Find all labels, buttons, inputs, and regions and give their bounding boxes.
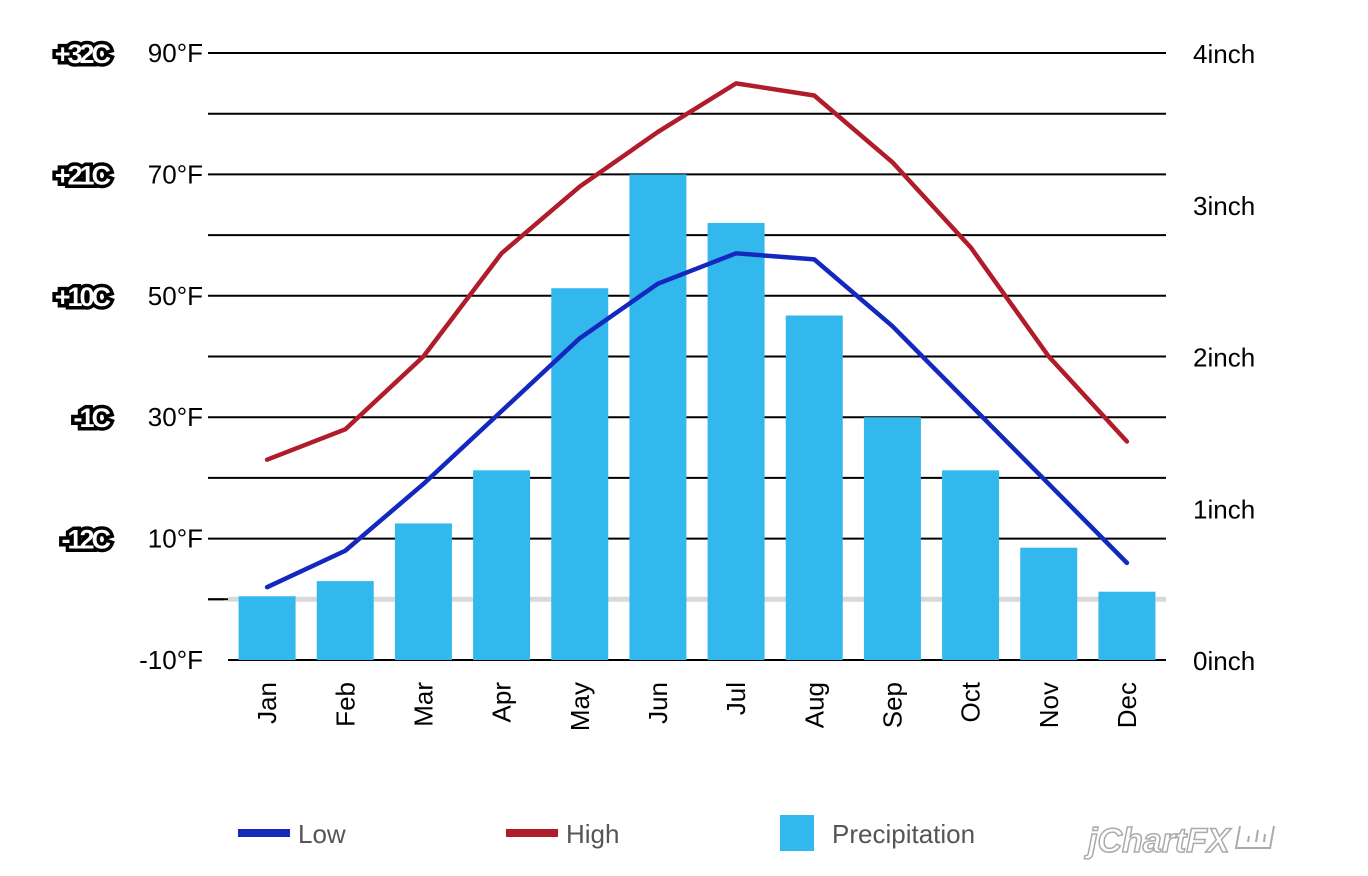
precipitation-bar bbox=[785, 315, 843, 660]
celsius-label: -1C bbox=[73, 403, 110, 433]
legend-high-swatch bbox=[506, 829, 558, 837]
temperature-lines bbox=[264, 81, 1130, 590]
legend-low-swatch bbox=[238, 829, 290, 837]
left-tick-label: -10°F bbox=[139, 645, 203, 675]
right-tick-label: 2inch bbox=[1193, 343, 1255, 373]
legend: Low High Precipitation bbox=[238, 815, 975, 851]
low-line bbox=[264, 251, 1130, 590]
left-tick-label: 10°F bbox=[148, 524, 203, 554]
precipitation-bar bbox=[394, 523, 452, 660]
precipitation-bar bbox=[707, 222, 765, 660]
right-tick-label: 1inch bbox=[1193, 494, 1255, 524]
left-tick-label: 90°F bbox=[148, 38, 203, 68]
celsius-label: +10C bbox=[55, 282, 111, 312]
category-label: Dec bbox=[1112, 682, 1142, 728]
high-line bbox=[264, 81, 1130, 462]
precipitation-bar bbox=[1020, 547, 1078, 660]
legend-low-label: Low bbox=[298, 819, 346, 849]
precipitation-bar bbox=[863, 417, 921, 660]
legend-precipitation-label: Precipitation bbox=[832, 819, 975, 849]
precipitation-bar bbox=[238, 596, 296, 660]
category-label: Mar bbox=[408, 682, 438, 727]
precipitation-bar bbox=[551, 288, 609, 660]
brand-text: jChartFX bbox=[1084, 822, 1232, 860]
precipitation-bar bbox=[942, 470, 1000, 660]
category-label: Jun bbox=[643, 682, 673, 724]
legend-high-label: High bbox=[566, 819, 619, 849]
precipitation-bar bbox=[629, 174, 687, 660]
category-label: Feb bbox=[330, 682, 360, 727]
brand-chart-icon bbox=[1234, 825, 1275, 849]
left-tick-label: 30°F bbox=[148, 402, 203, 432]
precipitation-bar bbox=[316, 581, 374, 660]
right-tick-label: 4inch bbox=[1193, 39, 1255, 69]
celsius-label: +32C bbox=[55, 39, 111, 69]
category-label: Sep bbox=[877, 682, 907, 728]
category-label: Jul bbox=[721, 682, 751, 715]
celsius-labels: -12C -1C +10C +21C +32C bbox=[51, 36, 117, 559]
brand-logo: jChartFX bbox=[1083, 821, 1275, 861]
left-tick-label: 50°F bbox=[148, 281, 203, 311]
precipitation-bar bbox=[1098, 591, 1156, 660]
category-label: May bbox=[565, 682, 595, 731]
category-label: Oct bbox=[956, 681, 986, 722]
category-label: Apr bbox=[487, 682, 517, 723]
legend-precipitation-swatch bbox=[780, 815, 814, 851]
right-tick-label: 0inch bbox=[1193, 646, 1255, 676]
right-axis-ticks: 0inch 1inch 2inch 3inch 4inch bbox=[1193, 39, 1255, 676]
category-label: Aug bbox=[799, 682, 829, 728]
celsius-label: -12C bbox=[61, 525, 110, 555]
left-axis-ticks: -10°F 10°F 30°F 50°F 70°F 90°F bbox=[139, 38, 203, 675]
right-tick-label: 3inch bbox=[1193, 191, 1255, 221]
category-labels: Jan Feb Mar Apr May Jun Jul Aug Sep Oct Nov Dec bbox=[252, 681, 1142, 731]
celsius-label: +21C bbox=[55, 160, 111, 190]
category-label: Nov bbox=[1034, 682, 1064, 728]
left-tick-label: 70°F bbox=[148, 159, 203, 189]
precipitation-bars bbox=[238, 174, 1156, 660]
precipitation-bar bbox=[473, 470, 531, 660]
category-label: Jan bbox=[252, 682, 282, 724]
